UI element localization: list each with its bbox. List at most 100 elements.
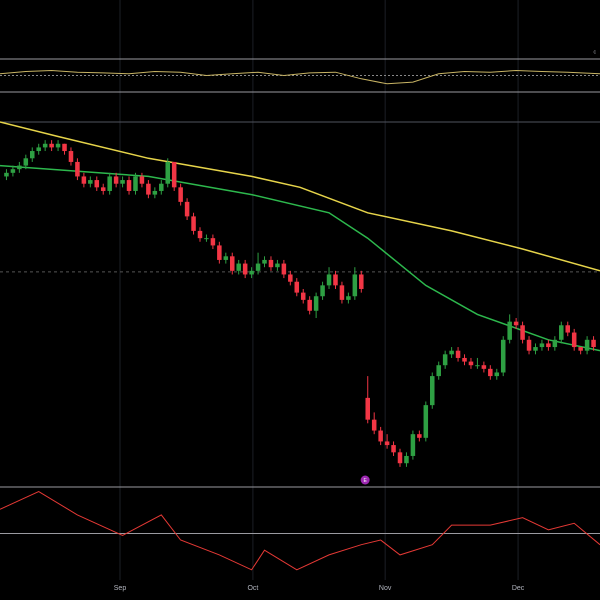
candle-body (488, 368, 493, 377)
candle-body (120, 180, 125, 184)
candle-body (430, 376, 435, 406)
candle-body (81, 176, 87, 184)
candle-body (494, 372, 500, 377)
candle-body (397, 452, 403, 464)
candle-body (191, 216, 196, 231)
candle-body (339, 285, 345, 300)
candle-body (288, 274, 293, 282)
candle-body (165, 161, 170, 184)
candle-body (378, 430, 383, 442)
candle-body (584, 339, 590, 351)
moving-average (0, 121, 600, 272)
candle-body (468, 361, 474, 366)
candle-body (333, 274, 338, 286)
candle-body (359, 274, 364, 289)
candle-body (533, 347, 538, 351)
indicator-line (0, 491, 600, 571)
candle-body (197, 230, 203, 239)
candle-body (417, 434, 422, 438)
candle-body (449, 350, 454, 355)
candle-body (42, 143, 48, 148)
candle-body (139, 176, 145, 184)
candle-body (210, 238, 216, 246)
event-label: E (363, 478, 367, 484)
candle-body (23, 158, 29, 166)
candle-body (10, 169, 16, 173)
candle-body (75, 161, 80, 177)
candle-body (500, 339, 506, 373)
candle-body (4, 172, 9, 177)
x-tick-label: Oct (247, 585, 258, 592)
candle-body (539, 343, 545, 348)
candle-body (300, 292, 306, 300)
candle-body (217, 245, 222, 260)
candle-body (178, 187, 183, 202)
candle-body (423, 405, 429, 438)
candle-body (68, 151, 74, 162)
candle-body (204, 238, 209, 240)
candle-body (520, 325, 525, 340)
candle-body (223, 256, 229, 260)
candle-body (49, 143, 54, 148)
candle-body (36, 147, 41, 152)
candle-body (17, 165, 22, 170)
candle-body (126, 180, 132, 191)
candle-body (513, 321, 519, 326)
candle-body (94, 180, 100, 188)
candle-body (526, 339, 532, 351)
candle-body (371, 419, 377, 431)
candle-body (455, 350, 461, 358)
candle-body (146, 183, 151, 195)
candle-body (571, 332, 577, 348)
corner-label: c (594, 49, 597, 55)
candle-body (255, 263, 261, 271)
candle-body (442, 354, 448, 366)
candle-body (552, 339, 558, 348)
candle-body (410, 434, 416, 456)
candle-body (559, 325, 564, 340)
candle-body (294, 281, 300, 293)
candle-body (436, 365, 441, 377)
candle-body (152, 190, 158, 195)
candle-body (346, 296, 351, 300)
candle-body (281, 263, 287, 275)
candle-body (249, 270, 254, 275)
candle-body (365, 397, 370, 420)
candle-body (230, 256, 235, 271)
indicator-line (0, 69, 600, 85)
candle-body (171, 161, 177, 188)
candle-body (507, 321, 512, 340)
candle-body (236, 263, 241, 271)
candle-body (404, 455, 409, 464)
candle-body (352, 274, 358, 297)
candle-body (384, 441, 390, 446)
candle-body (326, 274, 332, 286)
candle-body (107, 176, 112, 191)
candle-body (88, 180, 93, 184)
candle-body (275, 263, 280, 268)
candle-body (313, 296, 319, 311)
candle-body (55, 143, 61, 148)
candle-body (133, 176, 138, 191)
event-marker (360, 475, 370, 485)
candle-body (578, 347, 583, 351)
candle-body (591, 339, 596, 348)
candle-body (159, 183, 164, 191)
x-tick-label: Nov (379, 585, 392, 592)
candle-body (320, 285, 325, 297)
candle-body (262, 259, 267, 264)
candle-body (565, 325, 570, 333)
candle-body (268, 259, 274, 268)
candle-body (546, 343, 551, 348)
candle-body (184, 201, 190, 217)
candle-body (475, 365, 480, 367)
candle-body (307, 299, 312, 311)
candle-body (391, 445, 396, 453)
candle-body (30, 151, 35, 159)
candle-body (462, 357, 467, 362)
candle-body (100, 187, 106, 191)
x-tick-label: Dec (512, 585, 525, 592)
